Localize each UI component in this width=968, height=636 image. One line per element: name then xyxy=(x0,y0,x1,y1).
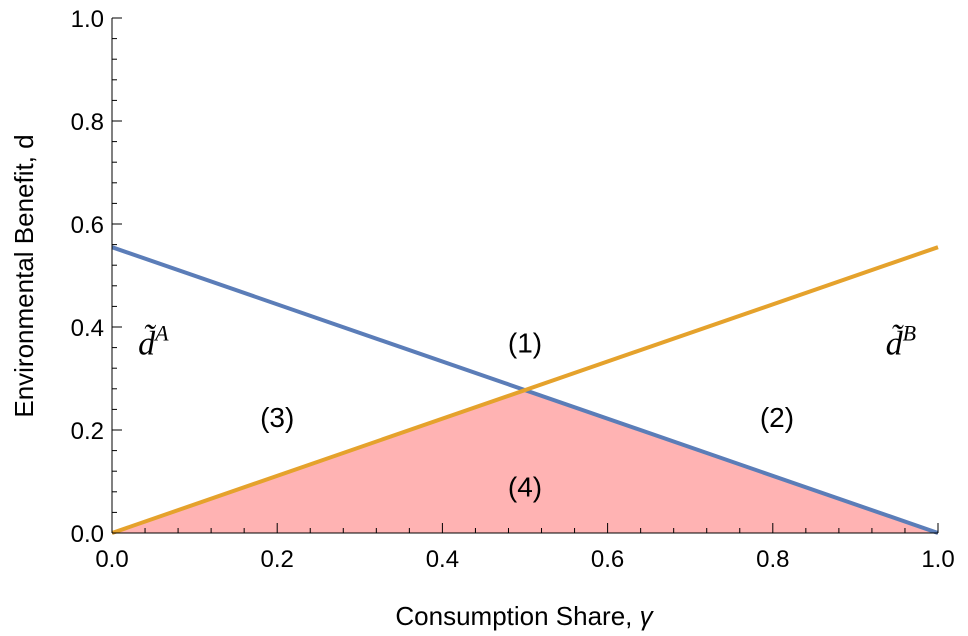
curve-label-base: d̃ xyxy=(138,324,157,363)
x-tick-label: 0.8 xyxy=(756,546,789,573)
y-tick-label: 0.6 xyxy=(71,212,104,239)
curve-label-superscript: B xyxy=(903,320,916,345)
x-tick-label: 0.4 xyxy=(426,546,459,573)
plot-area xyxy=(111,245,939,535)
x-tick-label: 0.0 xyxy=(95,546,128,573)
y-tick-label: 0.8 xyxy=(71,109,104,136)
curve-label-0: d̃A xyxy=(138,320,169,362)
x-tick-label: 1.0 xyxy=(921,546,954,573)
annotations: (1)(2)(3)(4)d̃A d̃B xyxy=(138,320,916,502)
axes: 0.0 0.2 0.4 0.6 0.8 1.0 0.0 0.2 0.4 0.6 0.8 1.0 xyxy=(71,6,955,573)
x-tick-label: 0.6 xyxy=(591,546,624,573)
y-tick-label: 1.0 xyxy=(71,6,104,33)
x-tick-label: 0.2 xyxy=(261,546,294,573)
y-axis-title: Environmental Benefit, d xyxy=(9,134,39,417)
y-tick-label: 0.2 xyxy=(71,418,104,445)
y-tick-label: 0.4 xyxy=(71,315,104,342)
curve-label-superscript: A xyxy=(153,320,169,345)
shaded-region-4 xyxy=(112,390,938,533)
region-label: (1) xyxy=(508,327,542,358)
region-label: (2) xyxy=(760,402,794,433)
region-label: (3) xyxy=(260,402,294,433)
region-label: (4) xyxy=(508,472,542,503)
curve-label-base: d̃ xyxy=(886,324,905,363)
x-axis-title: Consumption Share, γ xyxy=(395,601,654,631)
x-axis-title-symbol: γ xyxy=(640,601,655,631)
curve-label-1: d̃B xyxy=(886,320,916,362)
y-tick-label: 0.0 xyxy=(71,521,104,548)
x-axis-title-text: Consumption Share, xyxy=(395,601,639,631)
series-line-1 xyxy=(111,245,939,535)
